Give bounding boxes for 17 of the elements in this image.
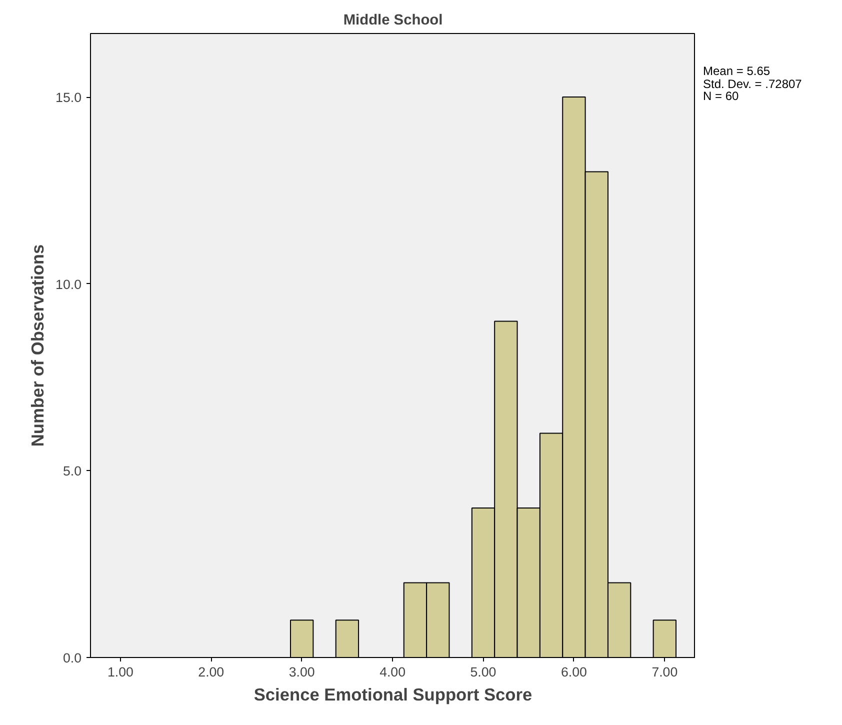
x-tick-label: 2.00	[198, 664, 224, 680]
x-axis-title: Science Emotional Support Score	[254, 684, 532, 704]
y-tick-label: 10.0	[56, 276, 82, 292]
y-tick-label: 15.0	[56, 90, 82, 106]
text: Mean = 5.65	[703, 64, 770, 78]
text: N = 60	[703, 89, 739, 104]
x-tick-label: 5.00	[470, 664, 496, 680]
x-tick-label: 6.00	[560, 664, 587, 680]
x-tick-label: 7.00	[652, 664, 678, 680]
x-tick-label: 4.00	[380, 664, 406, 680]
text: Std. Dev. = .72807	[703, 76, 802, 91]
x-tick-label: 3.00	[288, 664, 315, 680]
chart-title: Middle School	[343, 12, 443, 28]
x-tick-label: 1.00	[107, 664, 134, 680]
y-tick-label: 5.0	[62, 464, 82, 479]
y-tick-label: 0.0	[62, 650, 82, 666]
y-axis-title: Number of Observations	[28, 244, 48, 447]
